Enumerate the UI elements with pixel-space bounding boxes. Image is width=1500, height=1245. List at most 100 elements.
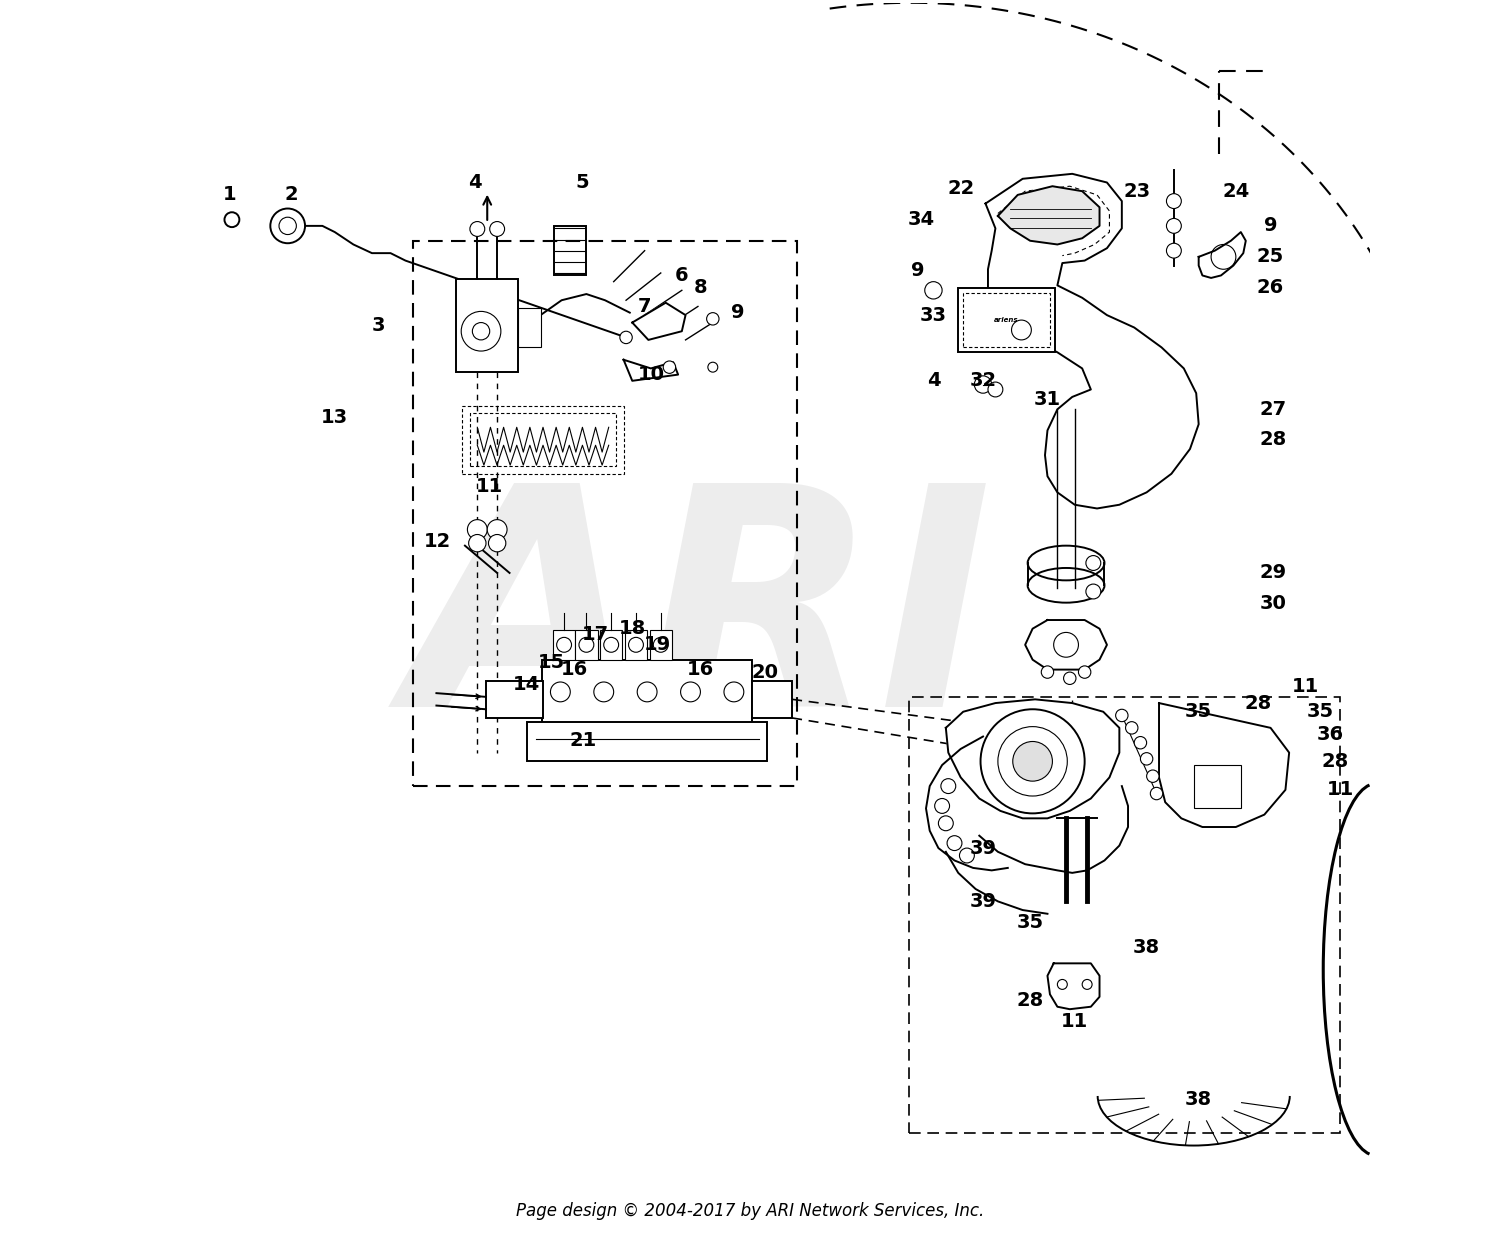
Text: ariens: ariens <box>994 317 1018 322</box>
Circle shape <box>603 637 618 652</box>
Circle shape <box>926 281 942 299</box>
Polygon shape <box>946 700 1119 818</box>
Circle shape <box>489 534 506 552</box>
Circle shape <box>706 312 718 325</box>
Polygon shape <box>986 174 1198 508</box>
Circle shape <box>488 519 507 539</box>
Text: 11: 11 <box>476 477 504 496</box>
Text: 22: 22 <box>946 179 975 198</box>
Text: 32: 32 <box>969 371 996 391</box>
Circle shape <box>1013 742 1053 781</box>
Text: 25: 25 <box>1257 248 1284 266</box>
Text: 36: 36 <box>1317 725 1344 743</box>
Text: 2: 2 <box>285 186 298 204</box>
FancyBboxPatch shape <box>456 279 518 371</box>
Text: 29: 29 <box>1260 564 1287 583</box>
Circle shape <box>663 361 675 373</box>
Text: 23: 23 <box>1124 182 1150 200</box>
Text: 28: 28 <box>1245 693 1272 712</box>
Circle shape <box>550 682 570 702</box>
FancyBboxPatch shape <box>526 722 768 762</box>
Text: 33: 33 <box>920 305 946 325</box>
Polygon shape <box>1047 964 1100 1010</box>
Text: 17: 17 <box>582 625 609 645</box>
Circle shape <box>1086 584 1101 599</box>
Circle shape <box>681 682 700 702</box>
Circle shape <box>1150 787 1162 799</box>
Text: 11: 11 <box>1326 781 1353 799</box>
Circle shape <box>1167 194 1182 208</box>
Text: 7: 7 <box>638 298 651 316</box>
Text: 8: 8 <box>693 279 706 298</box>
FancyBboxPatch shape <box>753 681 792 718</box>
Text: 38: 38 <box>1185 1091 1212 1109</box>
Circle shape <box>628 637 644 652</box>
Circle shape <box>1116 710 1128 722</box>
Text: 38: 38 <box>1132 937 1160 956</box>
Circle shape <box>940 778 956 793</box>
Text: 9: 9 <box>910 261 924 280</box>
Circle shape <box>939 815 954 830</box>
Circle shape <box>594 682 613 702</box>
Text: 11: 11 <box>1060 1012 1089 1031</box>
Text: 13: 13 <box>321 408 348 427</box>
FancyBboxPatch shape <box>600 630 622 660</box>
Text: 21: 21 <box>568 731 597 749</box>
FancyBboxPatch shape <box>626 630 646 660</box>
FancyBboxPatch shape <box>554 630 574 660</box>
FancyBboxPatch shape <box>518 308 540 347</box>
FancyBboxPatch shape <box>958 288 1054 352</box>
Text: 5: 5 <box>576 173 590 192</box>
Circle shape <box>1086 555 1101 570</box>
Circle shape <box>225 212 240 227</box>
FancyBboxPatch shape <box>542 660 753 725</box>
Text: 28: 28 <box>1017 991 1044 1010</box>
Text: 18: 18 <box>618 619 646 639</box>
Circle shape <box>620 331 633 344</box>
Text: 10: 10 <box>638 365 664 385</box>
Circle shape <box>724 682 744 702</box>
Circle shape <box>1167 218 1182 233</box>
Circle shape <box>1146 769 1160 782</box>
Text: 30: 30 <box>1260 594 1287 614</box>
Polygon shape <box>1160 703 1288 827</box>
Polygon shape <box>1198 232 1246 278</box>
Circle shape <box>981 710 1084 813</box>
Polygon shape <box>633 303 686 340</box>
Text: 4: 4 <box>927 371 940 391</box>
Text: 14: 14 <box>513 675 540 693</box>
Text: 28: 28 <box>1260 430 1287 448</box>
FancyBboxPatch shape <box>650 630 672 660</box>
Circle shape <box>975 376 992 393</box>
Circle shape <box>489 222 504 237</box>
Text: 35: 35 <box>1017 913 1044 933</box>
Circle shape <box>988 382 1004 397</box>
Circle shape <box>579 637 594 652</box>
Text: 26: 26 <box>1257 279 1284 298</box>
Text: 6: 6 <box>675 266 688 285</box>
Text: 39: 39 <box>969 839 996 858</box>
Circle shape <box>468 534 486 552</box>
Text: 35: 35 <box>1306 702 1334 721</box>
Text: 35: 35 <box>1185 702 1212 721</box>
Text: ARI: ARI <box>408 474 993 771</box>
Text: 15: 15 <box>538 652 566 671</box>
Circle shape <box>960 848 975 863</box>
FancyBboxPatch shape <box>574 630 597 660</box>
Polygon shape <box>1024 620 1107 670</box>
Circle shape <box>638 682 657 702</box>
Text: 9: 9 <box>730 303 744 322</box>
Text: 27: 27 <box>1260 400 1287 418</box>
Text: 31: 31 <box>1034 390 1060 408</box>
Circle shape <box>1064 672 1076 685</box>
Text: 16: 16 <box>687 660 714 679</box>
Text: Page design © 2004-2017 by ARI Network Services, Inc.: Page design © 2004-2017 by ARI Network S… <box>516 1203 984 1220</box>
Polygon shape <box>998 187 1100 244</box>
Circle shape <box>1134 737 1146 749</box>
Text: 19: 19 <box>644 635 670 655</box>
Text: 20: 20 <box>752 662 778 681</box>
FancyBboxPatch shape <box>1194 764 1240 808</box>
Text: 9: 9 <box>1264 217 1278 235</box>
Text: 3: 3 <box>372 315 386 335</box>
Circle shape <box>556 637 572 652</box>
